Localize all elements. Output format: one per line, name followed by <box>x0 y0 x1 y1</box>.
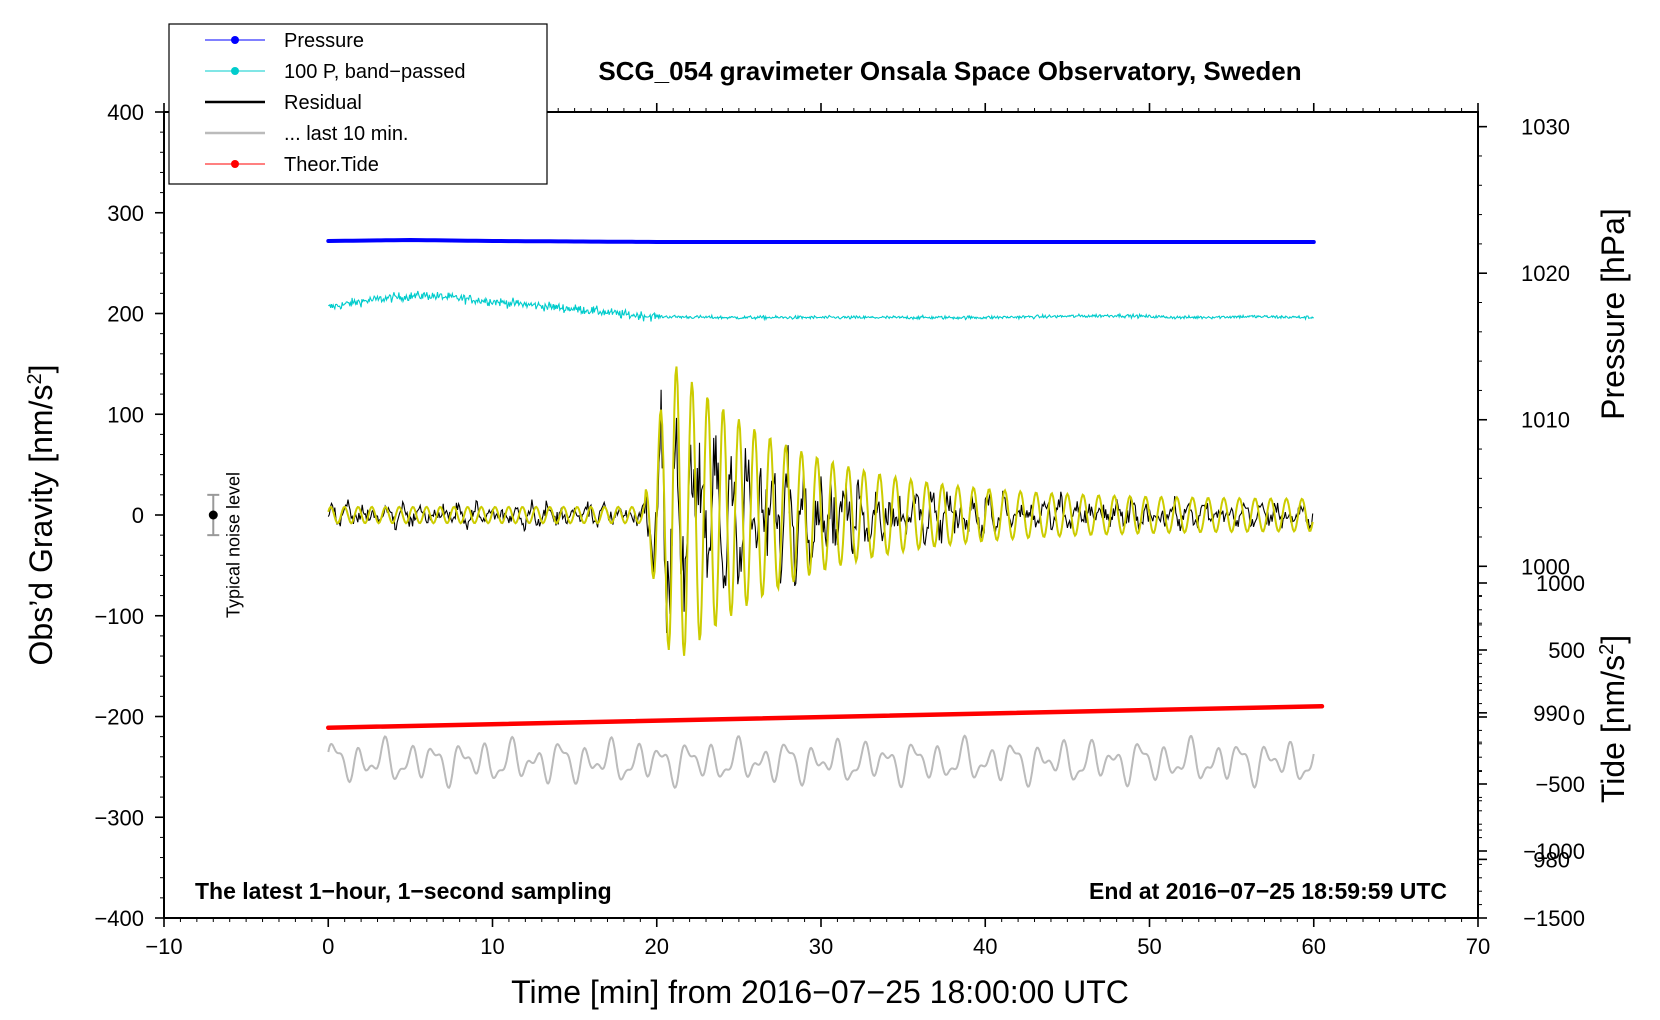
y-axis-title-left: Obs’d Gravity [nm/s2] <box>23 365 59 666</box>
tide-tick-label: 500 <box>1548 638 1585 663</box>
y-axis-title-left-text: Obs’d Gravity [nm/s <box>23 385 59 666</box>
y-tick-label: 200 <box>107 302 144 327</box>
y-axis-title-tide-close: ] <box>1595 635 1631 644</box>
y-tick-label: 400 <box>107 100 144 125</box>
y-axis-title-tide-sup: 2 <box>1596 644 1618 655</box>
pressure-tick-label: 1010 <box>1521 408 1570 433</box>
bottom-right-annotation: End at 2016−07−25 18:59:59 UTC <box>1089 878 1447 904</box>
legend-marker <box>231 36 239 44</box>
noise-indicator: Typical noise level <box>207 472 243 618</box>
legend-box <box>168 23 548 185</box>
y-axis-title-tide-text: Tide [nm/s <box>1595 655 1631 803</box>
legend-label: Pressure <box>284 30 364 52</box>
series-layer <box>326 237 1325 790</box>
x-tick-label: 0 <box>322 934 334 959</box>
noise-label: Typical noise level <box>223 472 243 618</box>
y-tick-label: −400 <box>94 906 144 931</box>
legend-label: 100 P, band−passed <box>284 61 465 83</box>
legend-marker <box>231 67 239 75</box>
tide-tick-label: −500 <box>1535 772 1585 797</box>
tide-tick-label: −1500 <box>1523 906 1585 931</box>
noise-center-dot <box>208 510 218 520</box>
x-tick-label: 60 <box>1302 934 1326 959</box>
legend-label: Residual <box>284 92 362 114</box>
legend-label: Theor.Tide <box>284 154 379 176</box>
legend-marker <box>231 160 239 168</box>
y-tick-label: −300 <box>94 805 144 830</box>
tide-tick-label: 0 <box>1573 705 1585 730</box>
legend: Pressure 100 P, band−passed Residual ... la… <box>168 23 548 185</box>
pressure-tick-label: 1000 <box>1521 554 1570 579</box>
x-tick-label: −10 <box>145 934 182 959</box>
y-axis-title-pressure: Pressure [hPa] <box>1595 208 1631 420</box>
y-tick-label: 0 <box>132 503 144 528</box>
series-last-10-min <box>327 734 1315 790</box>
y-axis-title-left-sup: 2 <box>24 373 46 384</box>
series-pressure <box>326 237 1316 244</box>
series-pressure-bandpassed <box>328 290 1314 322</box>
y-axis-title-tide: Tide [nm/s2] <box>1595 635 1631 803</box>
pressure-tick-label: 990 <box>1533 701 1570 726</box>
y-tick-label: 100 <box>107 402 144 427</box>
pressure-tick-label: 980 <box>1533 847 1570 872</box>
x-tick-label: 20 <box>645 934 669 959</box>
x-tick-label: 50 <box>1137 934 1161 959</box>
x-axis-title: Time [min] from 2016−07−25 18:00:00 UTC <box>511 974 1129 1010</box>
y-tick-label: −100 <box>94 604 144 629</box>
labels-layer: −10 0 10 20 30 40 50 60 704003002001000−100−200−… <box>94 100 1585 959</box>
x-tick-label: 40 <box>973 934 997 959</box>
pressure-tick-label: 1020 <box>1521 261 1570 286</box>
tide-tick-label: −1000 <box>1523 839 1585 864</box>
pressure-tick-label: 1030 <box>1521 115 1570 140</box>
legend-label: ... last 10 min. <box>284 123 409 145</box>
series-theoretical-tide <box>326 704 1325 730</box>
chart-title: SCG_054 gravimeter Onsala Space Observat… <box>598 56 1301 86</box>
y-tick-label: −200 <box>94 705 144 730</box>
tide-tick-label: 1000 <box>1536 571 1585 596</box>
y-tick-label: 300 <box>107 201 144 226</box>
x-tick-label: 70 <box>1466 934 1490 959</box>
bottom-left-annotation: The latest 1−hour, 1−second sampling <box>195 878 612 904</box>
x-tick-label: 30 <box>809 934 833 959</box>
y-axis-title-left-close: ] <box>23 365 59 374</box>
series-residual-filtered <box>327 366 1314 656</box>
x-tick-label: 10 <box>480 934 504 959</box>
legend-items: Pressure 100 P, band−passed Residual ... la… <box>205 30 465 176</box>
